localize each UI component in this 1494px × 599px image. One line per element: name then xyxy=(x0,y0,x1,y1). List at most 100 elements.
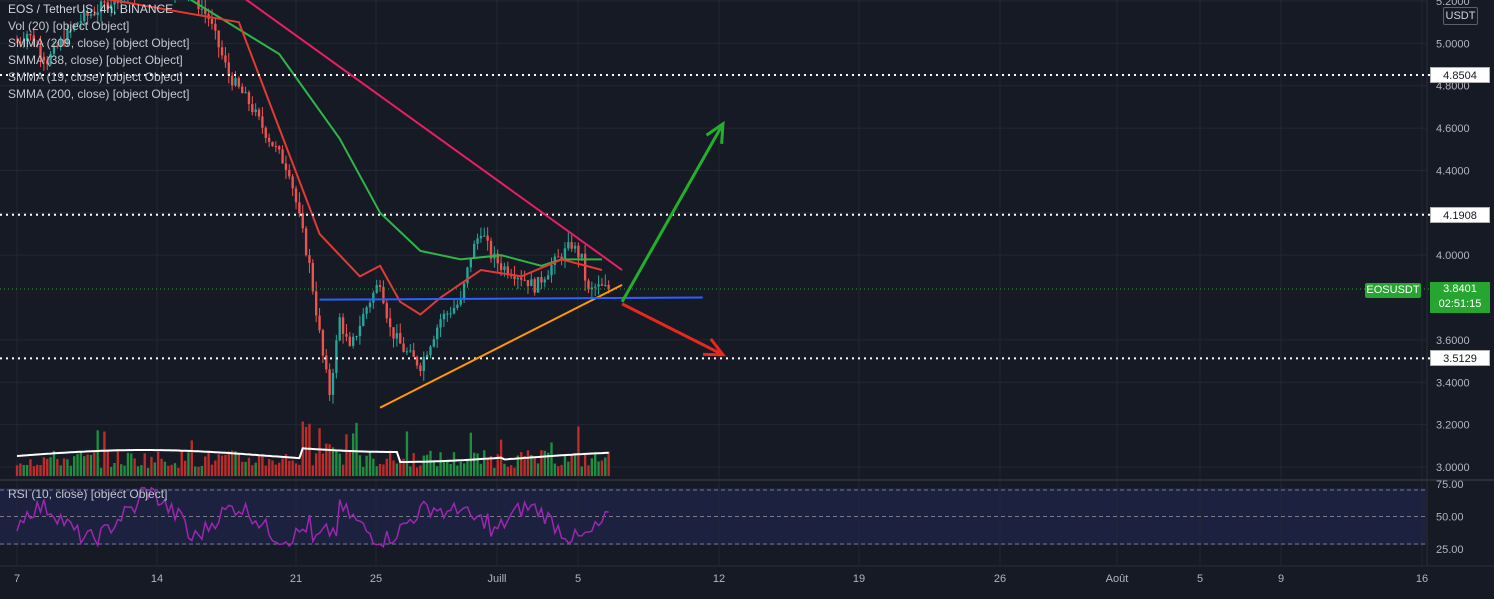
candle-body xyxy=(526,280,530,287)
volume-bar xyxy=(483,450,486,476)
time-tick-label: 5 xyxy=(575,573,581,585)
volume-bar xyxy=(25,464,29,476)
volume-bar xyxy=(503,463,506,476)
candle-body xyxy=(415,356,419,366)
volume-bar xyxy=(382,464,385,476)
volume-bar xyxy=(341,464,345,476)
candle-body xyxy=(241,86,244,94)
candle-body xyxy=(220,47,224,56)
candle-body xyxy=(516,277,520,280)
candle-body xyxy=(62,39,66,45)
candle-body xyxy=(439,319,442,328)
candle-body xyxy=(419,365,422,371)
volume-bar xyxy=(338,453,341,476)
volume-bar xyxy=(76,453,79,476)
volume-bar xyxy=(163,461,167,476)
volume-bar xyxy=(264,465,267,476)
candle-body xyxy=(466,267,469,284)
volume-bar xyxy=(251,465,254,476)
candle-body xyxy=(600,284,604,286)
volume-bar xyxy=(577,426,580,476)
legend-volume: Vol (20) [object Object] xyxy=(8,19,130,33)
smma-red-line xyxy=(106,0,603,316)
candle-body xyxy=(83,12,86,22)
volume-bar xyxy=(106,450,109,476)
candle-body xyxy=(288,169,291,177)
last-price-value: 3.8401 xyxy=(1443,283,1477,295)
rsi-line xyxy=(16,486,609,549)
candle-body xyxy=(321,330,325,356)
volume-bar xyxy=(325,443,328,476)
candle-body xyxy=(261,116,264,128)
price-tick-label: 3.0000 xyxy=(1436,462,1470,474)
candle-body xyxy=(49,53,52,65)
volume-bar xyxy=(311,465,315,476)
volume-bar xyxy=(237,454,241,476)
volume-bar xyxy=(271,460,274,476)
volume-bar xyxy=(234,451,237,476)
volume-bar xyxy=(557,466,560,476)
volume-bar xyxy=(140,465,143,476)
volume-bar xyxy=(476,453,479,476)
volume-bar xyxy=(170,464,173,476)
candle-body xyxy=(224,55,227,63)
volume-bar xyxy=(214,460,217,476)
volume-bar xyxy=(227,451,230,476)
volume-bar xyxy=(304,426,308,476)
volume-bar xyxy=(533,458,536,476)
candle-body xyxy=(362,313,365,326)
price-tick-label: 5.2000 xyxy=(1436,0,1470,8)
volume-bar xyxy=(29,459,32,476)
rsi-legend: RSI (10, close) [object Object] xyxy=(8,487,168,501)
candle-body xyxy=(318,315,321,331)
last-price-label: 3.8401 02:51:15 xyxy=(1430,282,1490,313)
volume-bar xyxy=(146,467,150,476)
volume-bar xyxy=(509,465,513,476)
candle-body xyxy=(506,266,509,275)
volume-bar xyxy=(419,465,422,476)
currency-unit-button[interactable]: USDT xyxy=(1443,7,1478,25)
candle-body xyxy=(335,340,338,373)
rsi-tick-label: 25.00 xyxy=(1436,544,1464,556)
candle-body xyxy=(479,235,483,239)
volume-bar xyxy=(604,457,607,476)
candle-body xyxy=(546,275,550,280)
volume-bar xyxy=(93,452,96,476)
candle-body xyxy=(59,39,62,48)
candle-body xyxy=(32,35,35,46)
volume-bar xyxy=(315,453,318,476)
candle-body xyxy=(328,369,331,395)
candle-body xyxy=(452,307,456,314)
candle-body xyxy=(405,351,409,353)
candle-body xyxy=(513,276,516,280)
candle-body xyxy=(425,355,429,358)
volume-bar xyxy=(187,452,190,476)
volume-bar xyxy=(358,455,362,476)
volume-bar xyxy=(469,432,473,476)
volume-bar xyxy=(425,454,429,476)
candle-body xyxy=(573,245,577,249)
rsi-band xyxy=(0,487,1426,546)
volume-bar xyxy=(308,423,311,476)
time-tick-label: 25 xyxy=(370,573,382,585)
volume-bar xyxy=(210,464,214,476)
volume-bar xyxy=(281,458,284,476)
candle-body xyxy=(247,92,251,105)
volume-bar xyxy=(590,458,594,476)
volume-bar xyxy=(597,461,600,476)
candle-body xyxy=(469,257,473,268)
legend-smma-19: SMMA (19, close) [object Object] xyxy=(8,70,183,84)
volume-bar xyxy=(402,458,405,476)
volume-bar xyxy=(294,463,298,476)
volume-bar xyxy=(224,454,227,476)
candle-body xyxy=(372,292,375,303)
volume-bar xyxy=(449,463,452,476)
candle-body xyxy=(432,339,436,347)
candle-body xyxy=(486,235,489,241)
legend-smma-38: SMMA (38, close) [object Object] xyxy=(8,53,183,67)
volume-bar xyxy=(59,465,62,476)
candle-body xyxy=(567,242,570,249)
candle-body xyxy=(96,12,99,15)
